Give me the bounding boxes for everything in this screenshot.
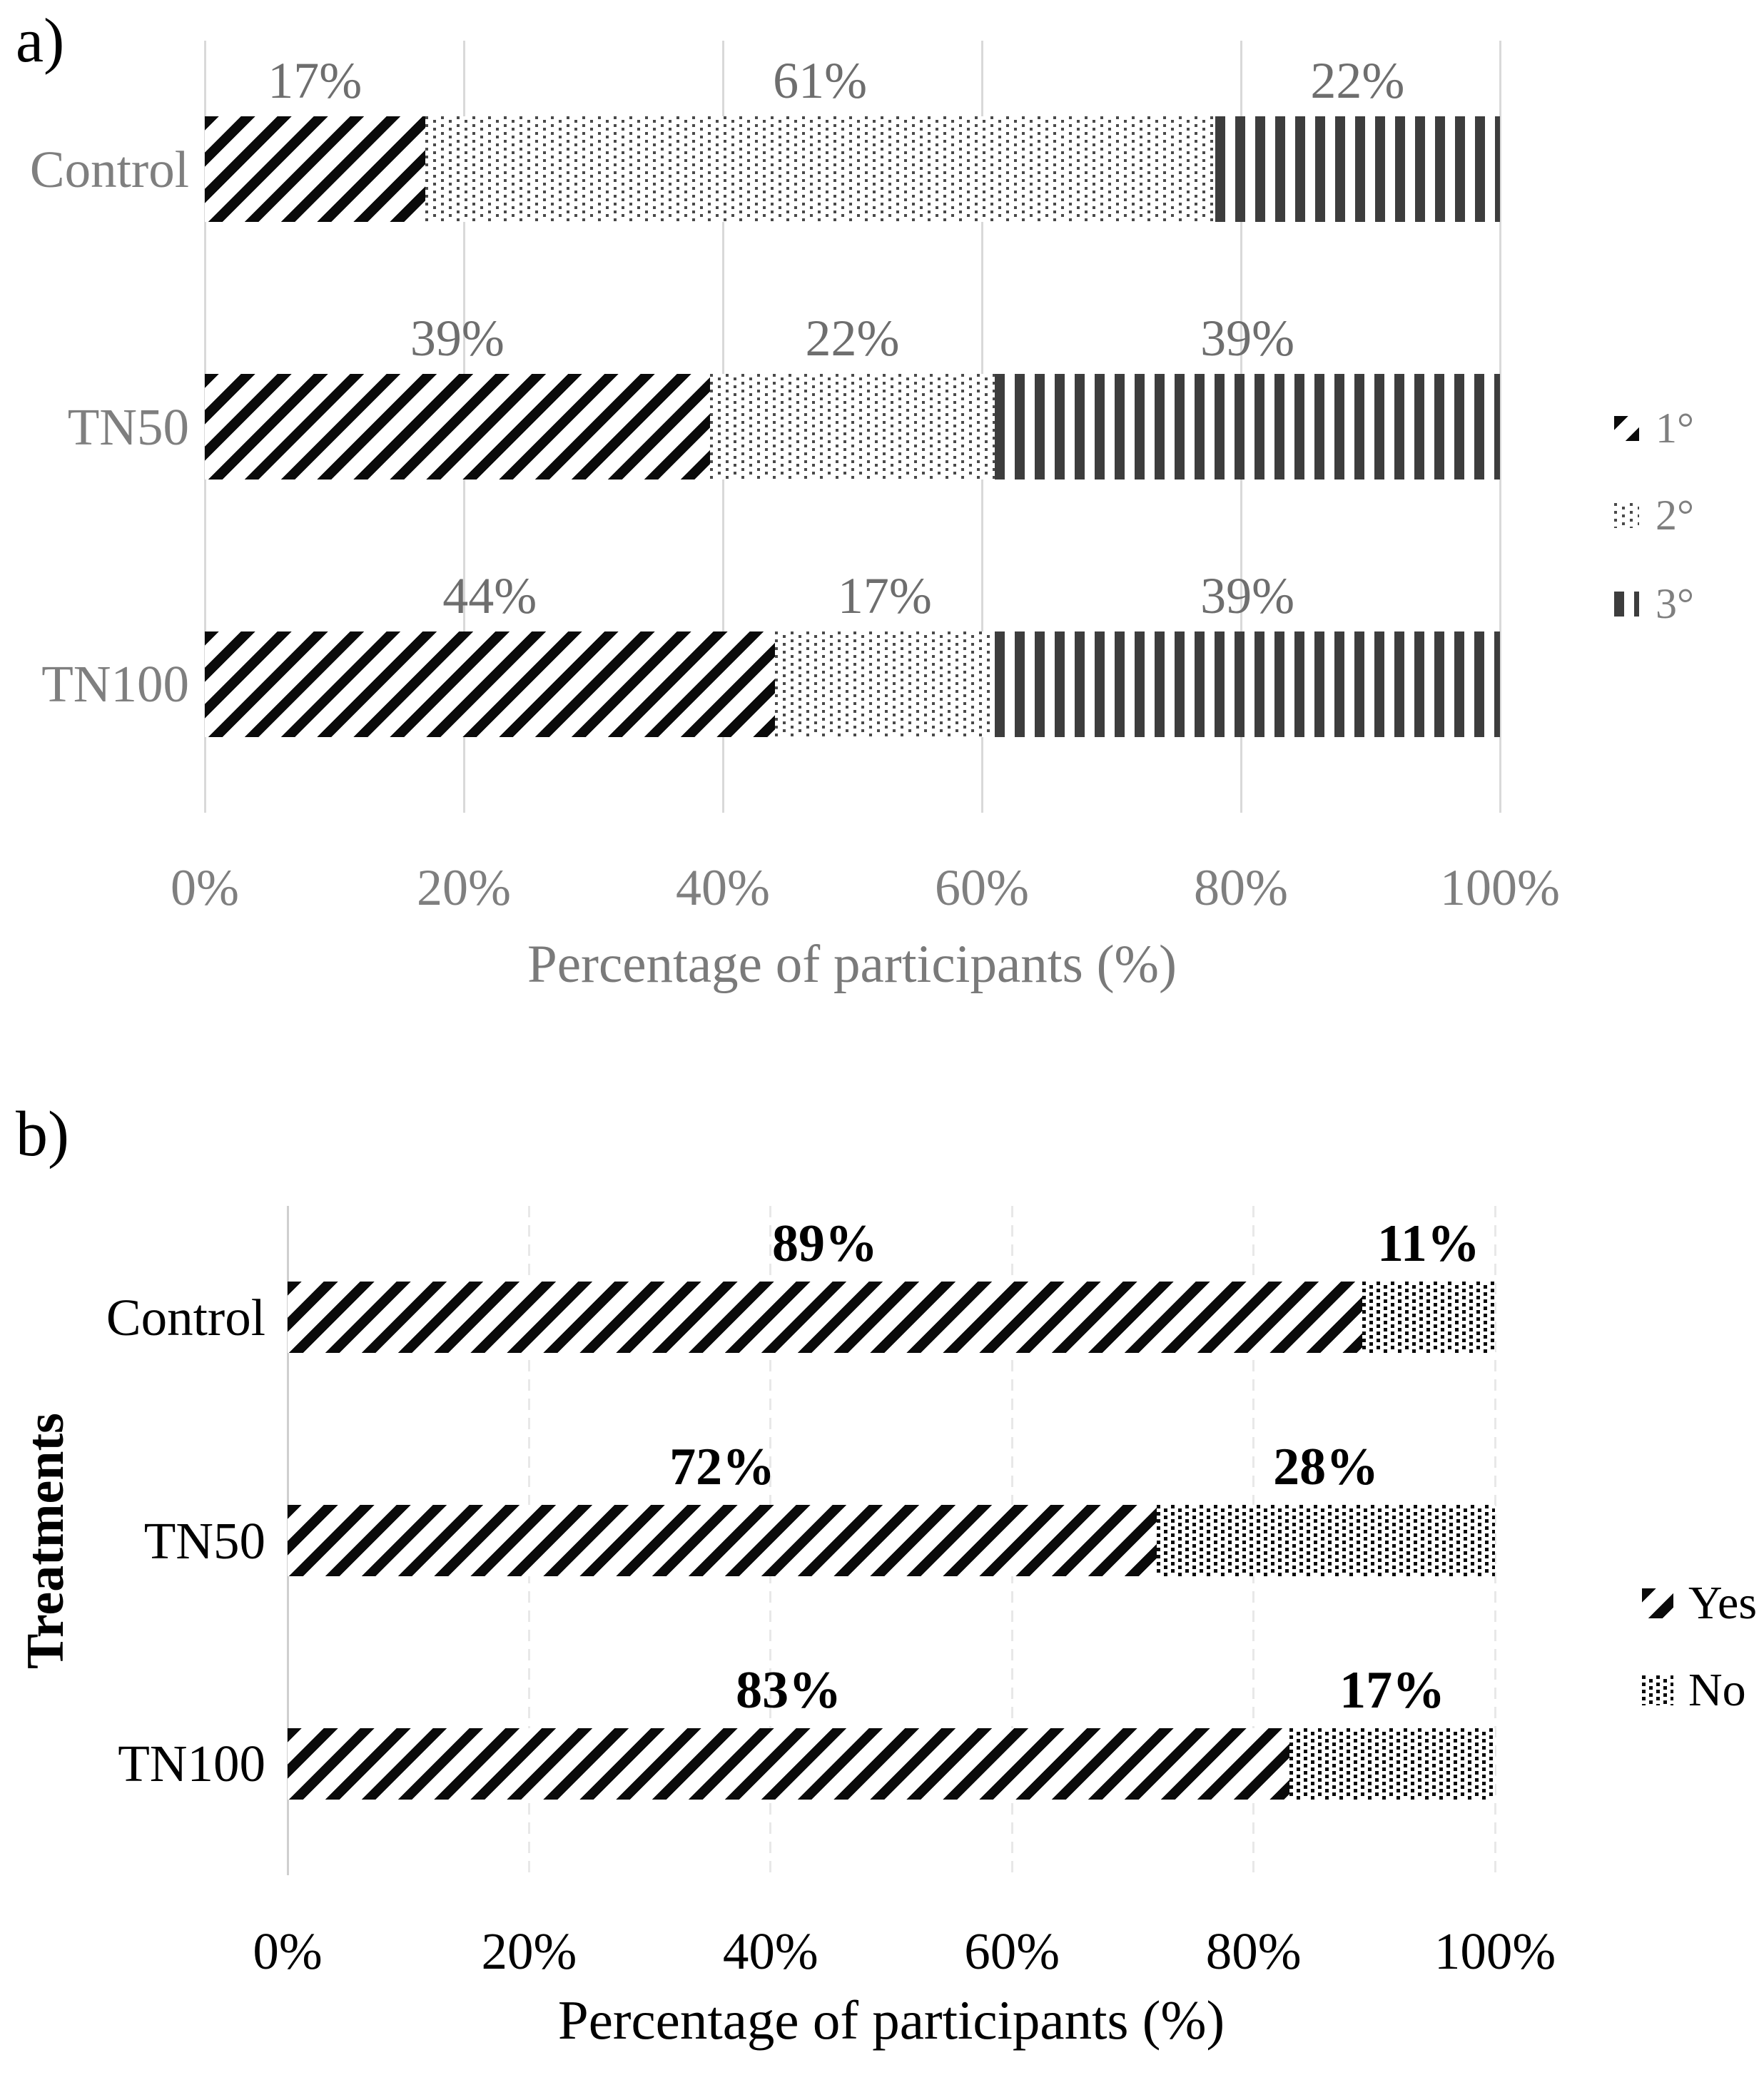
gridline-60 [980, 41, 983, 813]
segment-3deg-control [1215, 116, 1500, 223]
category-label-tn50: TN50 [67, 397, 189, 456]
data-label-control-2: 22% [1310, 52, 1405, 110]
category-label-tn100: TN100 [41, 655, 189, 714]
data-label-tn100-0: 44% [442, 567, 537, 624]
panel-b-y-axis-title: Treatments [16, 1412, 75, 1669]
legend-swatch-no [1642, 1675, 1673, 1705]
gridline-20 [462, 41, 465, 813]
x-tick-20: 20% [417, 859, 511, 916]
panel-b-plot [286, 1206, 1496, 1875]
data-label-tn100-0: 83% [736, 1660, 842, 1720]
legend-swatch-1deg [1614, 415, 1639, 441]
category-label-tn50: TN50 [143, 1511, 265, 1570]
x-tick-0: 0% [253, 1922, 323, 1980]
x-tick-40: 40% [722, 1922, 818, 1980]
x-tick-80: 80% [1205, 1922, 1302, 1980]
segment-1deg-tn100 [205, 631, 775, 737]
segment-2deg-tn100 [774, 631, 995, 737]
segment-2deg-tn50 [709, 374, 995, 480]
legend-swatch-2deg [1614, 502, 1639, 528]
data-label-tn100-1: 17% [1339, 1660, 1446, 1720]
gridline-80 [1240, 41, 1242, 813]
data-label-tn100-1: 17% [837, 567, 932, 624]
legend-label-yes: Yes [1688, 1577, 1758, 1629]
segment-yes-tn50 [288, 1505, 1157, 1576]
segment-yes-tn100 [288, 1728, 1290, 1800]
segment-1deg-control [205, 116, 425, 223]
bar-tn50 [288, 1505, 1495, 1576]
segment-2deg-control [425, 116, 1215, 223]
gridline-100 [1494, 1206, 1496, 1875]
segment-no-tn100 [1289, 1728, 1495, 1800]
bar-tn100 [288, 1728, 1495, 1800]
data-label-tn50-0: 39% [410, 310, 505, 367]
x-tick-100: 100% [1440, 859, 1560, 916]
category-label-tn100: TN100 [118, 1735, 265, 1793]
legend-label-3deg: 3° [1656, 580, 1694, 627]
segment-no-tn50 [1157, 1505, 1495, 1576]
segment-3deg-tn100 [995, 631, 1500, 737]
panel-a-plot [203, 41, 1501, 813]
category-label-control: Control [29, 140, 189, 198]
gridline-80 [1252, 1206, 1255, 1875]
legend-label-no: No [1688, 1664, 1746, 1716]
panel-a-x-axis-title: Percentage of participants (%) [527, 935, 1177, 994]
data-label-tn50-0: 72% [669, 1438, 776, 1496]
data-label-control-0: 89% [771, 1214, 878, 1274]
gridline-40 [769, 1206, 772, 1875]
gridline-60 [1010, 1206, 1013, 1875]
bar-control [205, 116, 1500, 223]
x-tick-60: 60% [964, 1922, 1060, 1980]
legend-label-1deg: 1° [1656, 405, 1694, 452]
gridline-100 [1499, 41, 1501, 813]
gridline-40 [721, 41, 724, 813]
category-label-control: Control [106, 1288, 265, 1346]
panel-a-tag: a) [16, 6, 65, 76]
x-tick-80: 80% [1194, 859, 1288, 916]
x-tick-60: 60% [935, 859, 1029, 916]
bar-tn100 [205, 631, 1500, 737]
segment-3deg-tn50 [995, 374, 1500, 480]
data-label-tn100-2: 39% [1200, 567, 1295, 624]
segment-yes-control [288, 1282, 1362, 1354]
data-label-tn50-1: 22% [805, 310, 900, 367]
legend-label-2deg: 2° [1656, 492, 1694, 539]
legend-swatch-yes [1642, 1588, 1673, 1618]
legend-swatch-3deg [1614, 591, 1639, 617]
panel-b-y-axis-title-wrap: Treatments [10, 1206, 81, 1875]
gridline-20 [527, 1206, 530, 1875]
x-tick-20: 20% [481, 1922, 577, 1980]
data-label-control-1: 61% [773, 52, 868, 110]
gridline-0 [286, 1206, 289, 1875]
x-tick-0: 0% [171, 859, 239, 916]
panel-b-tag: b) [16, 1099, 69, 1170]
bar-control [288, 1282, 1495, 1354]
data-label-control-0: 17% [268, 52, 363, 110]
data-label-tn50-1: 28% [1273, 1438, 1379, 1496]
x-tick-100: 100% [1434, 1922, 1556, 1980]
panel-b-x-axis-title: Percentage of participants (%) [557, 1989, 1225, 2051]
data-label-tn50-2: 39% [1200, 310, 1295, 367]
bar-tn50 [205, 374, 1500, 480]
segment-no-control [1362, 1282, 1495, 1354]
segment-1deg-tn50 [205, 374, 710, 480]
gridline-0 [203, 41, 206, 813]
data-label-control-1: 11% [1377, 1214, 1480, 1274]
x-tick-40: 40% [676, 859, 770, 916]
